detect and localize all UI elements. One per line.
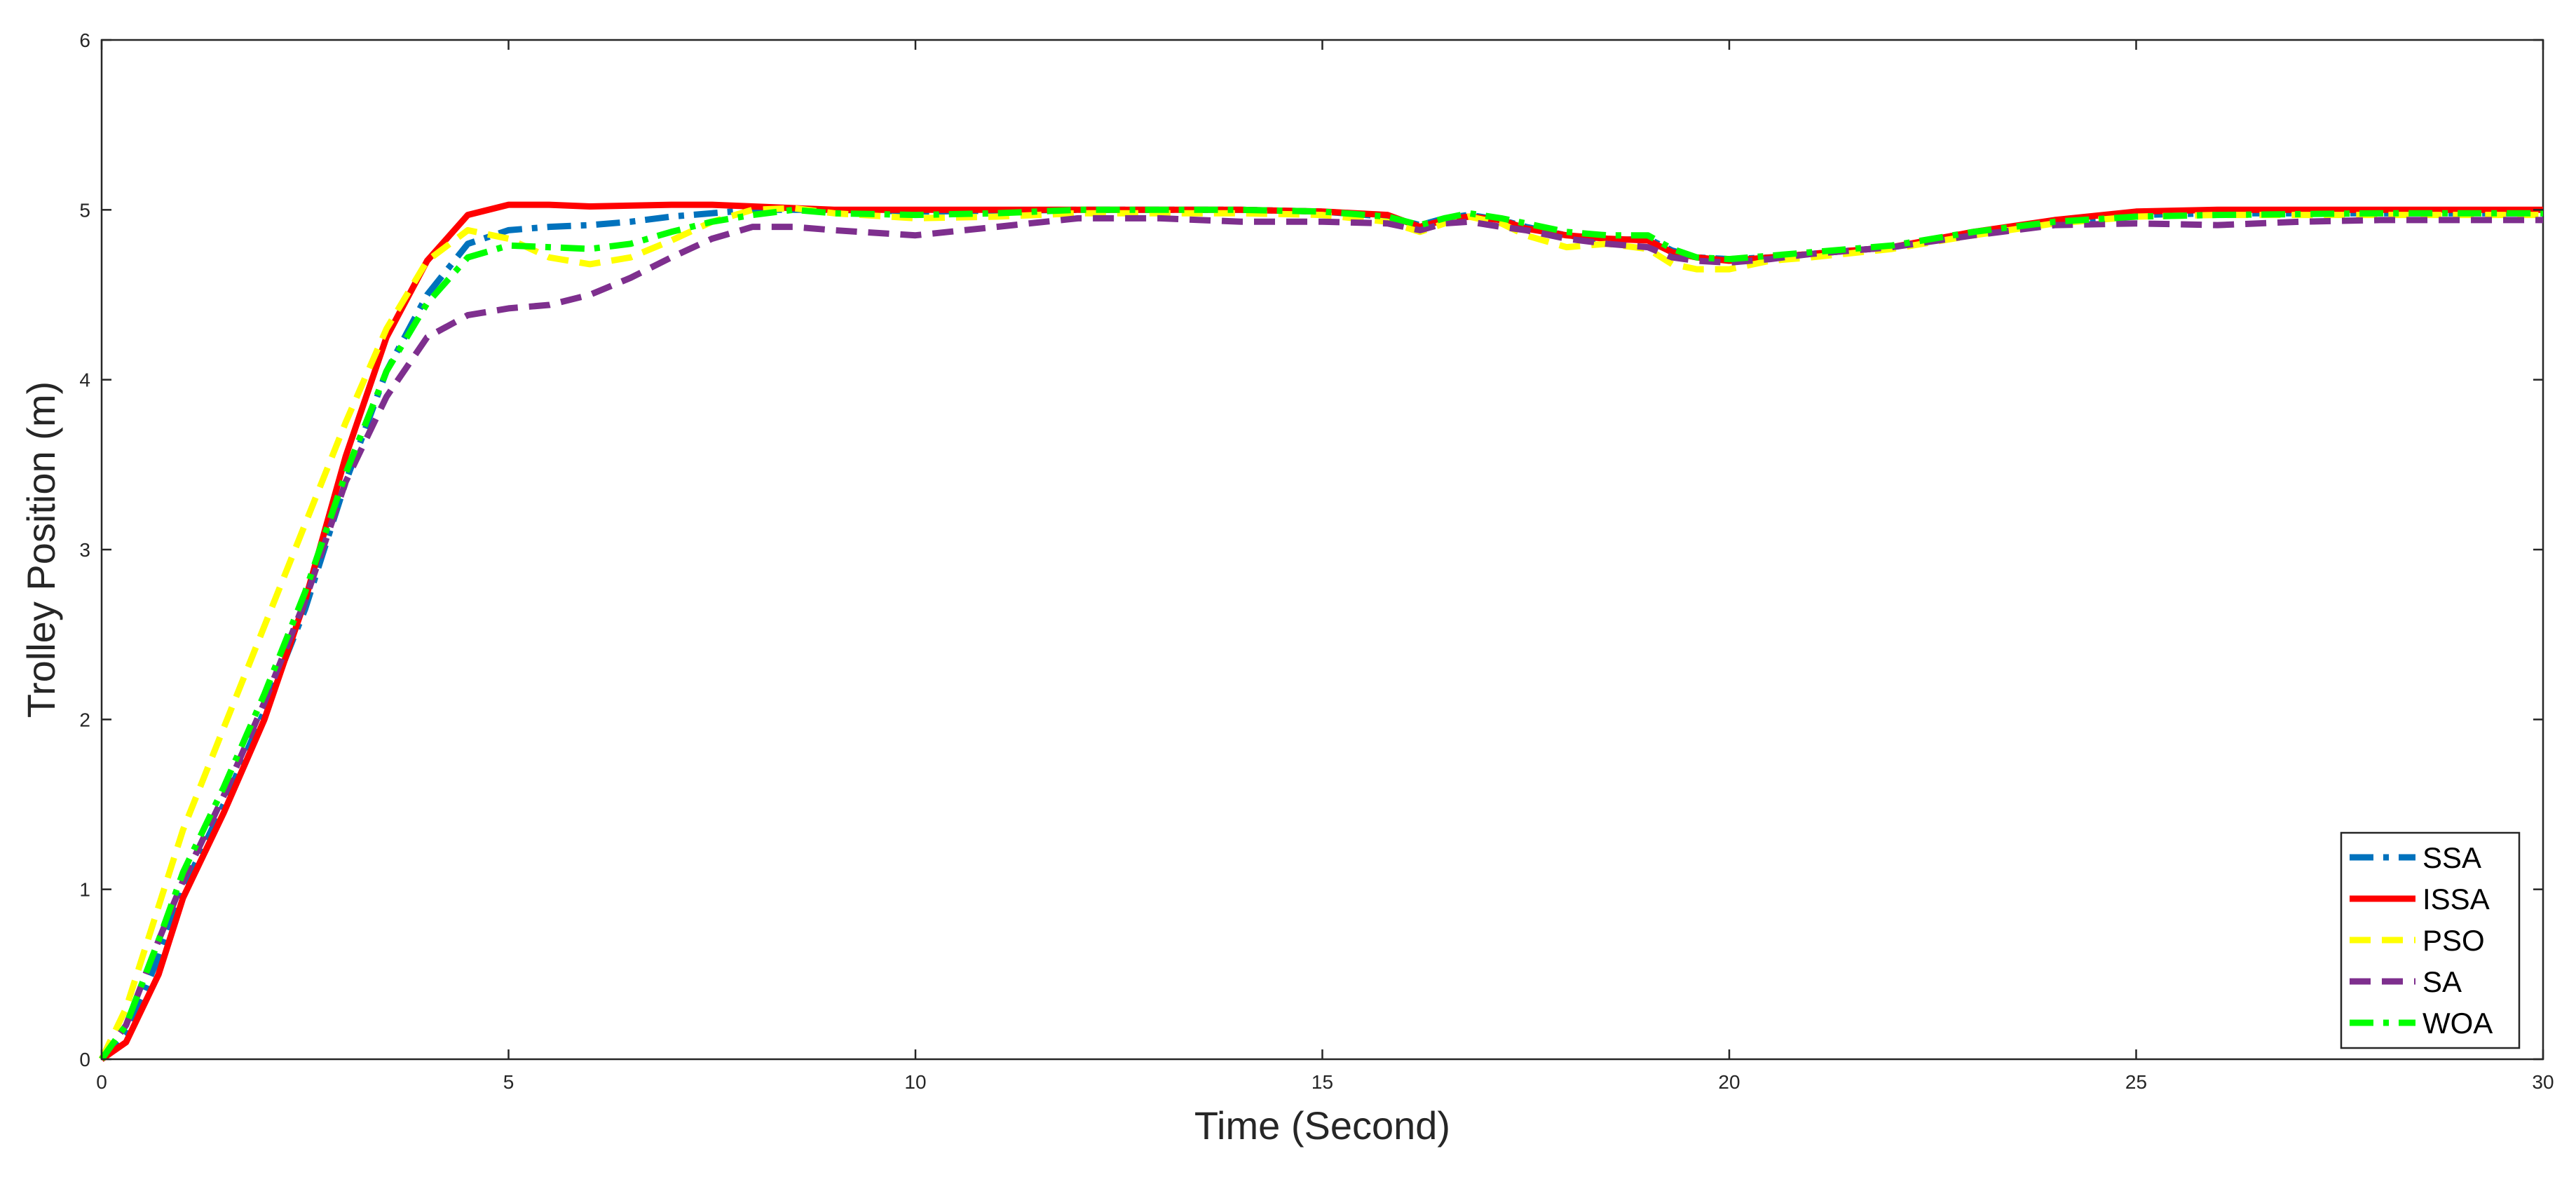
legend-label-issa: ISSA	[2422, 883, 2490, 916]
x-tick-label: 5	[503, 1071, 514, 1093]
legend-label-sa: SA	[2422, 965, 2462, 998]
legend: SSA ISSA PSO SA WOA	[2340, 831, 2521, 1049]
tick-labels: 0 5 10 15 20 25 30 0 1 2 3 4 5 6	[79, 29, 2554, 1093]
y-tick-label: 1	[79, 879, 90, 901]
series-lines	[98, 201, 2543, 1062]
x-tick-label: 0	[96, 1071, 107, 1093]
y-tick-label: 0	[79, 1049, 90, 1070]
y-axis-label: Trolley Position (m)	[19, 381, 63, 718]
legend-box	[2340, 831, 2521, 1049]
x-axis-label: Time (Second)	[1194, 1103, 1450, 1148]
y-tick-label: 2	[79, 709, 90, 730]
plot-area	[100, 39, 2544, 1061]
series-line-woa	[99, 206, 2543, 1061]
x-tick-label: 30	[2532, 1071, 2554, 1093]
x-tick-label: 25	[2125, 1071, 2147, 1093]
series-line-sa	[99, 215, 2543, 1061]
x-tick-label: 20	[1718, 1071, 1740, 1093]
y-tick-label: 4	[79, 369, 90, 391]
legend-label-pso: PSO	[2422, 924, 2485, 957]
y-tick-label: 3	[79, 539, 90, 561]
x-tick-label: 10	[904, 1071, 926, 1093]
y-tick-label: 6	[79, 29, 90, 51]
x-tick-label: 15	[1311, 1071, 1333, 1093]
legend-label-woa: WOA	[2422, 1007, 2493, 1040]
series-line-pso	[98, 205, 2543, 1061]
legend-label-ssa: SSA	[2422, 841, 2481, 874]
y-tick-label: 5	[79, 199, 90, 221]
